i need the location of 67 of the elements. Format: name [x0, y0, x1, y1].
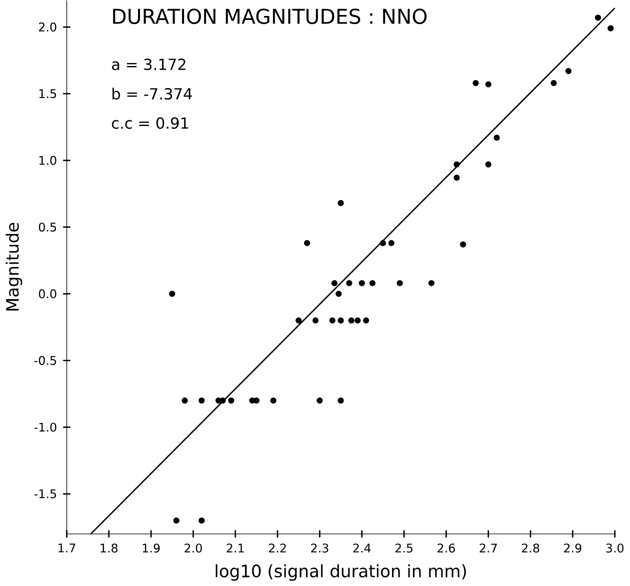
- point: [608, 25, 614, 32]
- x-tick-label: 2.6: [438, 543, 455, 552]
- point: [354, 317, 361, 324]
- x-tick-label: 2.4: [353, 543, 371, 552]
- point: [565, 68, 572, 74]
- point: [460, 241, 466, 248]
- point: [253, 397, 260, 404]
- point: [270, 397, 276, 404]
- point: [550, 80, 557, 86]
- point: [182, 397, 188, 404]
- x-tick-label: 1.8: [100, 543, 118, 552]
- x-tick-label: 2.0: [184, 543, 202, 552]
- point: [304, 240, 310, 246]
- point: [338, 317, 344, 324]
- point: [169, 290, 176, 297]
- y-tick-label: 0.5: [38, 222, 56, 232]
- point: [388, 240, 394, 246]
- point: [173, 517, 180, 524]
- x-tick-label: 2.2: [268, 543, 286, 552]
- point: [329, 317, 336, 324]
- y-tick-label: -1.5: [34, 489, 56, 498]
- point: [331, 280, 338, 286]
- point: [336, 290, 342, 297]
- y-tick-label: -1.0: [34, 422, 56, 432]
- point: [312, 317, 319, 324]
- x-tick-label: 2.8: [522, 543, 540, 552]
- point: [454, 161, 460, 168]
- point: [346, 280, 352, 286]
- x-tick-label: 2.5: [395, 543, 412, 552]
- point: [348, 317, 354, 324]
- chart-title: DURATION MAGNITUDES : NNO: [113, 8, 427, 24]
- point: [485, 161, 492, 168]
- x-tick-label: 3.0: [606, 543, 624, 552]
- y-tick-label: 1.0: [39, 156, 56, 165]
- annotation: c.c = 0.91: [112, 117, 188, 129]
- point: [472, 80, 479, 86]
- point: [358, 280, 365, 286]
- point: [296, 317, 302, 324]
- x-axis-title: log10 (signal duration in mm): [216, 564, 466, 581]
- x-tick-label: 2.3: [311, 543, 328, 552]
- point: [316, 397, 323, 404]
- point: [428, 280, 435, 286]
- point: [380, 240, 386, 246]
- annotation: a = 3.172: [112, 58, 186, 70]
- x-tick-label: 2.9: [564, 543, 582, 552]
- x-tick-label: 2.1: [226, 543, 244, 552]
- point: [228, 397, 234, 404]
- point: [363, 317, 370, 324]
- point: [338, 397, 344, 404]
- point: [454, 174, 460, 181]
- point: [198, 517, 205, 524]
- y-axis-title: Magnitude: [6, 222, 22, 310]
- point: [494, 134, 500, 141]
- y-tick-label: 2.0: [39, 22, 56, 32]
- point: [369, 280, 376, 286]
- point: [396, 280, 403, 286]
- x-tick-label: 2.7: [480, 543, 497, 552]
- point: [338, 200, 344, 206]
- point: [198, 397, 205, 404]
- y-tick-label: -0.5: [34, 356, 56, 365]
- x-tick-label: 1.9: [142, 543, 160, 552]
- y-tick-label: 0.0: [38, 289, 56, 298]
- point: [485, 81, 492, 88]
- annotation: b = -7.374: [112, 88, 192, 100]
- point: [594, 14, 602, 21]
- y-tick-label: 1.5: [39, 89, 56, 98]
- x-tick-label: 1.7: [58, 543, 76, 552]
